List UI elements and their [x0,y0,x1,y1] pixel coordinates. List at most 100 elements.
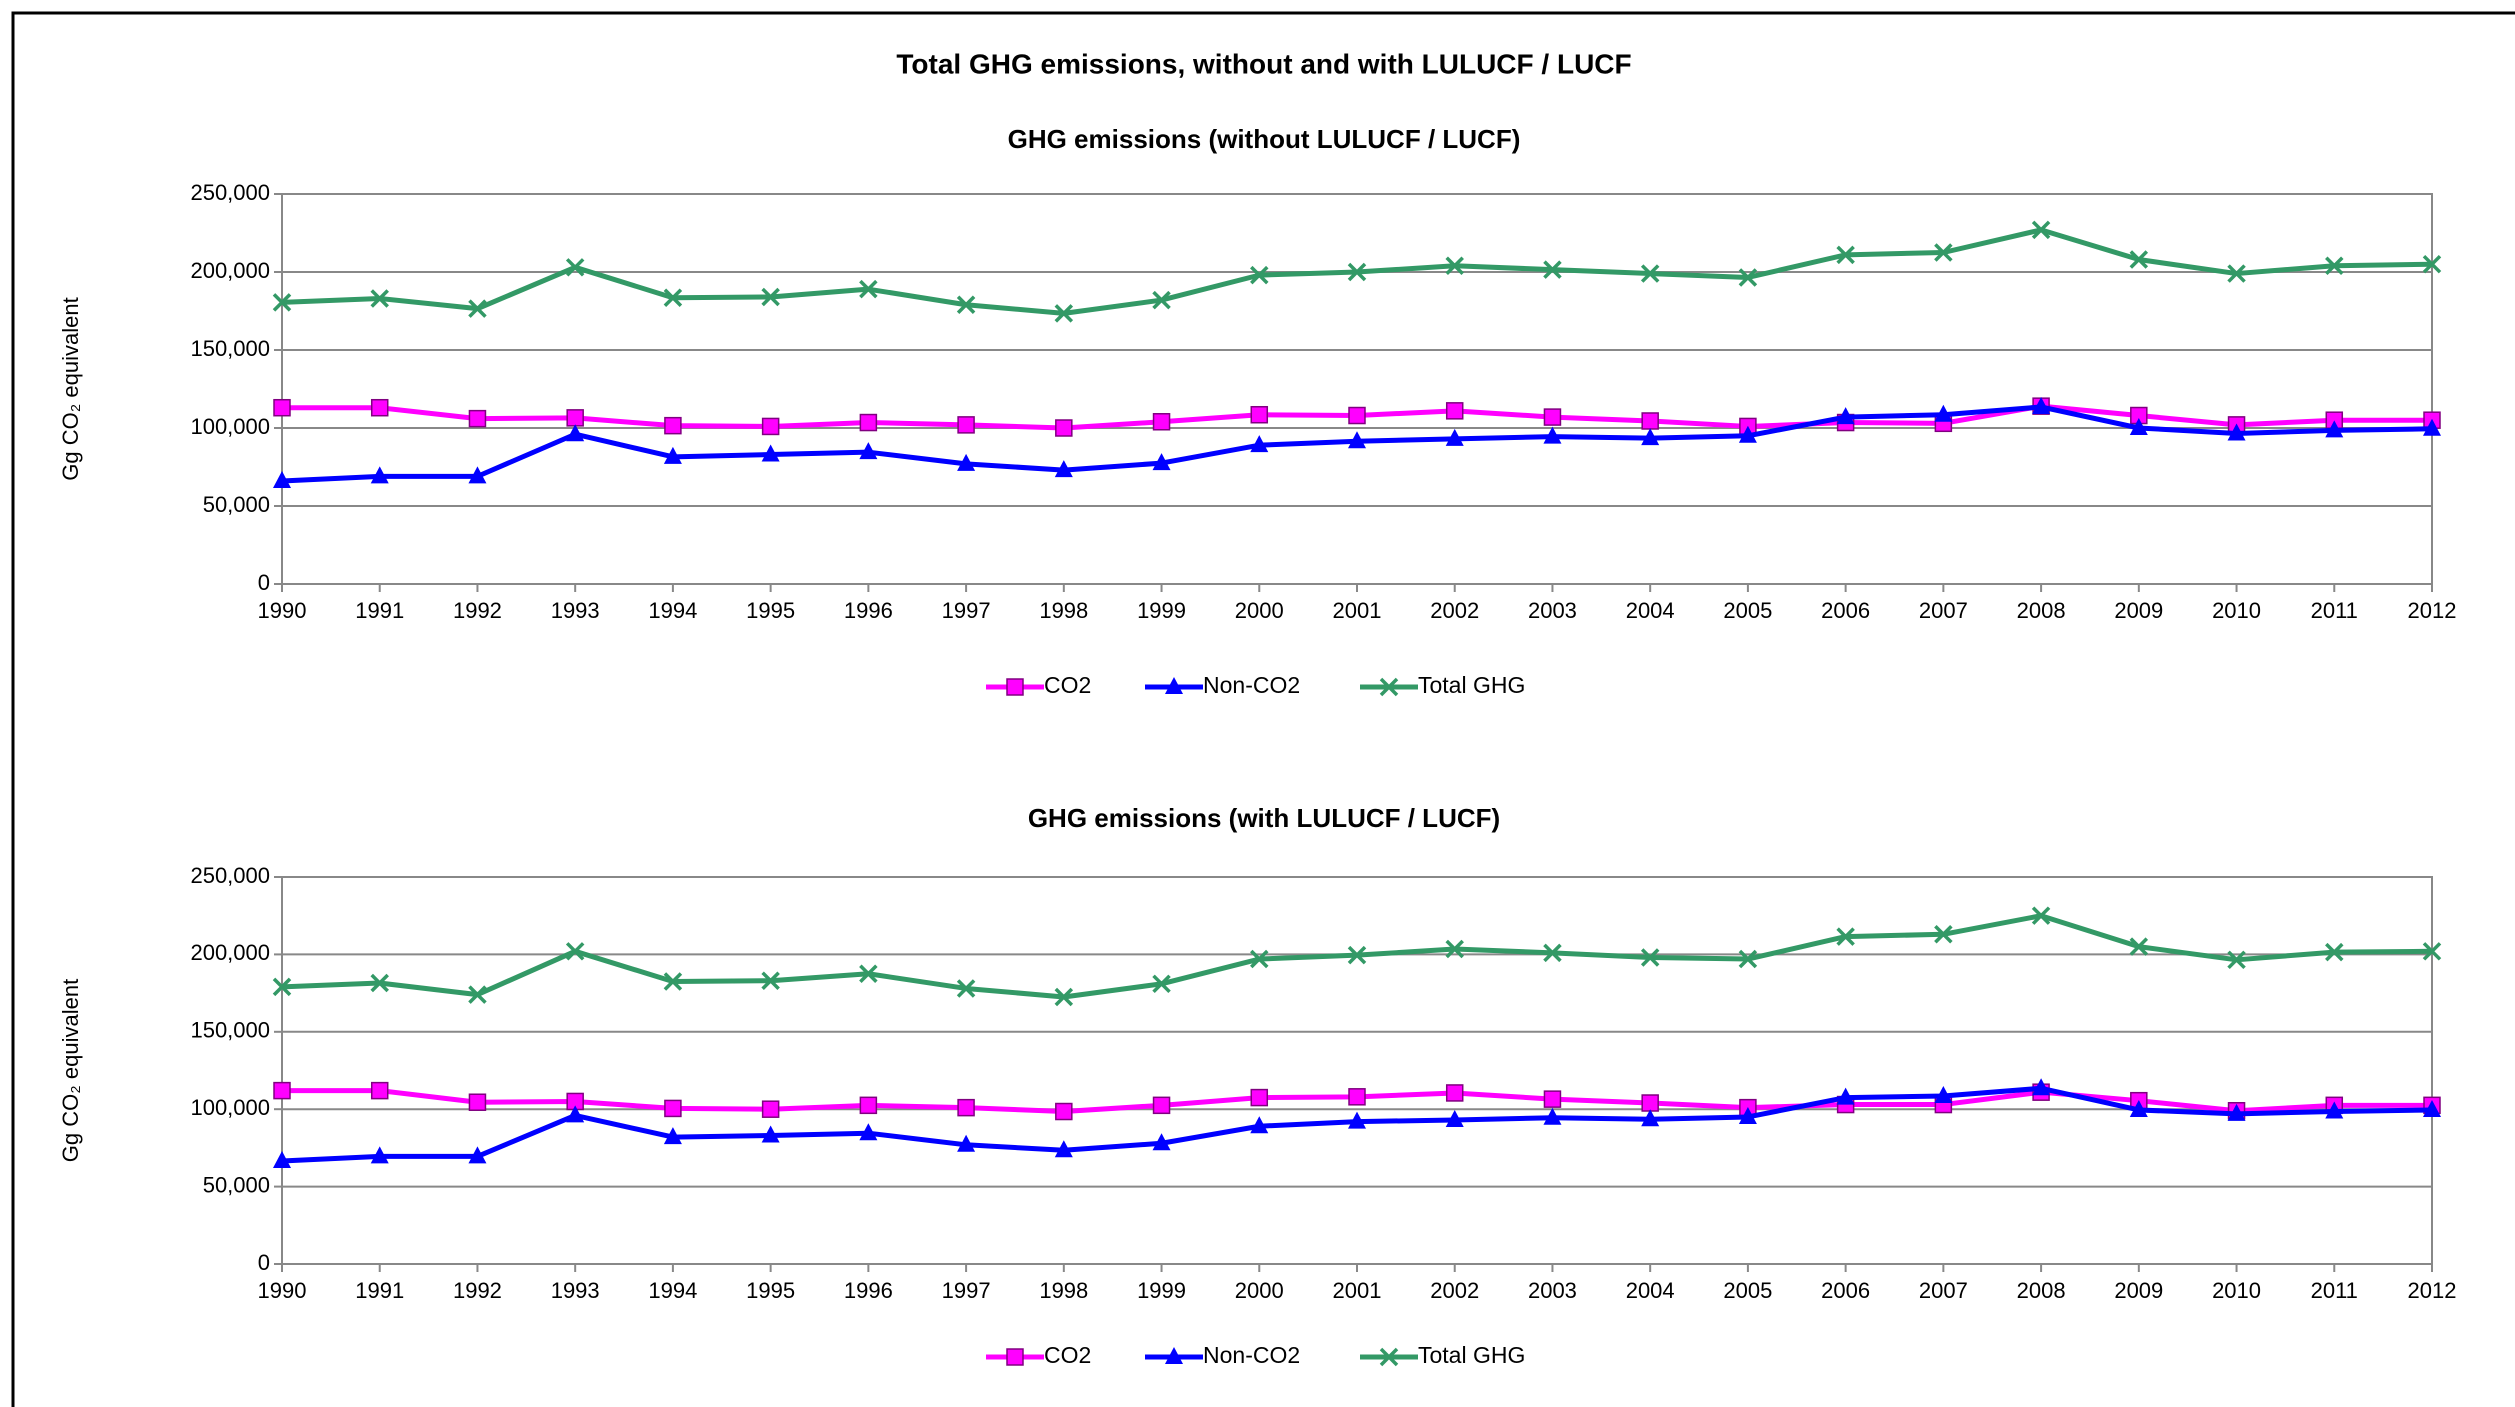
legend-marker [1379,1347,1399,1367]
y-axis-label: Gg CO₂ equivalent [58,297,83,480]
marker-x [1152,290,1171,310]
x-tick-label: 1994 [648,1278,697,1303]
marker-triangle [761,1125,780,1143]
x-tick-label: 1993 [551,598,600,623]
marker-x [663,972,683,991]
x-tick-label: 1998 [1039,1278,1088,1303]
marker-square [1543,1090,1562,1108]
x-tick-label: 2001 [1333,1278,1382,1303]
x-tick-label: 2003 [1528,598,1577,623]
marker-triangle [2227,423,2246,441]
x-tick-label: 2009 [2114,1278,2163,1303]
x-tick-label: 2006 [1821,1278,1870,1303]
marker-square [1348,1088,1366,1106]
y-tick-label: 50,000 [203,492,270,517]
x-tick-label: 1996 [844,598,893,623]
marker-x [2422,254,2442,274]
legend-marker [1006,678,1024,696]
marker-square [1445,1084,1464,1102]
x-tick-label: 1990 [258,1278,307,1303]
marker-square [859,1096,878,1115]
y-tick-label: 250,000 [190,863,270,888]
marker-triangle [1445,428,1464,446]
x-tick-label: 2007 [1919,598,1968,623]
marker-triangle [1934,404,1953,422]
marker-x [565,942,585,961]
marker-x [2031,220,2051,240]
x-tick-label: 1994 [648,598,697,623]
marker-x [272,977,292,997]
x-tick-label: 1995 [746,598,795,623]
marker-triangle [370,1146,389,1164]
marker-x [1250,949,1269,969]
marker-x [2325,942,2344,962]
marker-x [468,985,487,1004]
marker-triangle [859,1123,878,1141]
marker-x [1836,927,1855,946]
marker-square [1543,408,1562,426]
marker-triangle [1445,1110,1464,1128]
marker-square [1445,402,1464,420]
x-tick-label: 2000 [1235,1278,1284,1303]
x-tick-label: 2001 [1333,598,1382,623]
marker-triangle [2325,420,2344,438]
frame [11,11,2515,1407]
x-tick-label: 2010 [2212,598,2261,623]
x-tick-label: 1991 [355,1278,404,1303]
y-tick-label: 150,000 [190,336,270,361]
marker-triangle [1543,426,1562,444]
y-tick-label: 150,000 [190,1018,270,1043]
y-tick-label: 100,000 [190,414,270,439]
x-tick-label: 1997 [942,598,991,623]
y-tick-label: 100,000 [190,1095,270,1120]
marker-triangle [1250,1116,1269,1134]
x-tick-label: 2006 [1821,598,1870,623]
marker-x [2129,937,2149,956]
marker-x [1445,939,1464,959]
marker-square [273,1081,291,1100]
x-tick-label: 2010 [2212,1278,2261,1303]
marker-x [1836,245,1855,265]
marker-x [1152,974,1171,994]
legend-label: CO2 [1044,1342,1091,1368]
marker-triangle [2129,418,2148,435]
marker-square [468,1093,487,1111]
marker-x [1347,945,1367,965]
x-tick-label: 1993 [551,1278,600,1303]
marker-triangle [1641,428,1660,446]
x-tick-label: 2007 [1919,1278,1968,1303]
marker-square [761,1100,780,1118]
marker-square [664,416,682,435]
x-tick-label: 1992 [453,1278,502,1303]
marker-x [2227,950,2246,970]
marker-triangle [1934,1086,1953,1104]
marker-triangle [2227,1103,2246,1121]
marker-x [761,971,780,990]
marker-triangle [2325,1101,2344,1119]
y-tick-label: 50,000 [203,1172,270,1197]
marker-x [1543,943,1562,963]
marker-triangle [566,424,585,442]
y-axis-label: Gg CO₂ equivalent [58,979,83,1162]
x-tick-label: 1995 [746,1278,795,1303]
marker-triangle [1348,1111,1366,1129]
x-tick-label: 2004 [1626,598,1675,623]
marker-x [2031,906,2051,925]
x-tick-label: 2012 [2408,598,2457,623]
marker-square [1250,1088,1269,1107]
marker-triangle [1348,431,1366,449]
y-tick-label: 0 [258,570,270,595]
marker-x [1640,264,1660,283]
marker-square [664,1099,682,1118]
marker-triangle [2423,418,2441,436]
marker-x [956,295,976,314]
marker-square [566,409,584,427]
marker-triangle [468,466,487,484]
x-tick-label: 2008 [2017,598,2066,623]
marker-square [370,398,389,417]
y-tick-label: 250,000 [190,180,270,205]
legend-label: Non-CO2 [1203,672,1300,698]
marker-x [1445,256,1464,275]
x-tick-label: 1999 [1137,598,1186,623]
